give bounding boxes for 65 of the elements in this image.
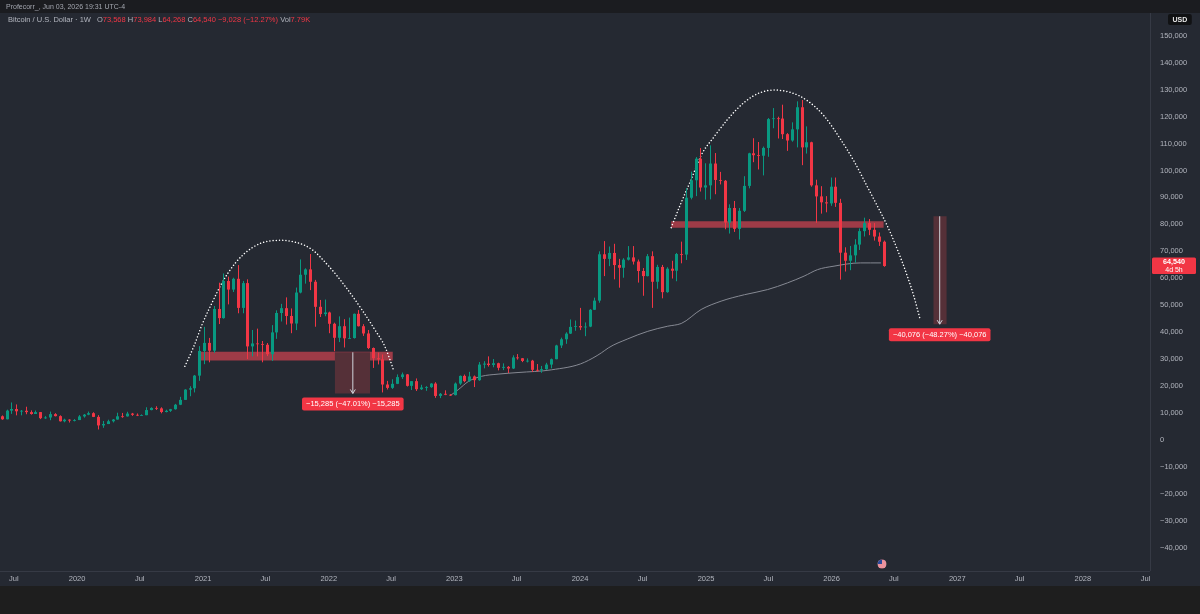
candlestick xyxy=(574,320,577,332)
candlestick xyxy=(704,162,707,201)
candlestick xyxy=(333,322,336,352)
candlestick xyxy=(690,171,693,200)
line-series xyxy=(670,89,921,319)
candlestick xyxy=(858,227,861,251)
candlestick xyxy=(791,121,794,143)
candlestick xyxy=(825,195,828,213)
candlestick xyxy=(738,207,741,240)
candlestick xyxy=(830,177,833,207)
line-series xyxy=(184,239,395,371)
candlestick xyxy=(675,252,678,282)
candlestick xyxy=(637,259,640,284)
candlestick xyxy=(695,156,698,197)
candlestick xyxy=(603,240,606,277)
candlestick xyxy=(218,282,221,325)
candlestick xyxy=(863,217,866,238)
candlestick xyxy=(618,258,621,289)
candlestick xyxy=(275,309,278,340)
candlestick xyxy=(285,296,288,326)
candlestick xyxy=(777,116,780,139)
candlestick xyxy=(261,340,264,363)
candlestick xyxy=(781,104,784,140)
candlestick xyxy=(714,152,717,195)
candlestick xyxy=(796,100,799,148)
candlestick xyxy=(348,317,351,340)
candlestick xyxy=(251,329,254,357)
candlestick xyxy=(338,315,341,343)
candlestick xyxy=(608,245,611,267)
candlestick xyxy=(772,107,775,129)
candlestick xyxy=(733,200,736,233)
candlestick xyxy=(290,307,293,334)
candlestick xyxy=(642,267,645,297)
candlestick xyxy=(227,276,230,305)
candlestick xyxy=(68,418,71,424)
line-series xyxy=(450,262,881,396)
candlestick xyxy=(752,137,755,163)
candlestick xyxy=(372,346,375,369)
candlestick xyxy=(820,185,823,215)
candlestick xyxy=(613,243,616,280)
candlestick xyxy=(256,328,259,357)
candlestick xyxy=(728,203,731,235)
candlestick xyxy=(815,179,818,224)
candlestick xyxy=(680,241,683,264)
candlestick xyxy=(10,401,13,415)
candlestick xyxy=(656,264,659,290)
candlestick xyxy=(762,146,765,176)
candlestick xyxy=(849,245,852,271)
candlestick xyxy=(709,144,712,200)
candlestick xyxy=(622,257,625,279)
candlestick xyxy=(208,337,211,363)
candlestick xyxy=(834,177,837,208)
candlestick xyxy=(854,238,857,264)
candlestick xyxy=(478,361,481,382)
candlestick xyxy=(343,318,346,348)
candlestick xyxy=(844,246,847,273)
candlestick xyxy=(757,141,760,170)
candlestick xyxy=(309,253,312,291)
candlestick xyxy=(203,326,206,365)
candlestick xyxy=(805,125,808,155)
candlestick xyxy=(632,245,635,266)
candlestick xyxy=(271,324,274,362)
candlestick xyxy=(666,266,669,294)
candlestick xyxy=(367,329,370,350)
candlestick xyxy=(299,258,302,294)
